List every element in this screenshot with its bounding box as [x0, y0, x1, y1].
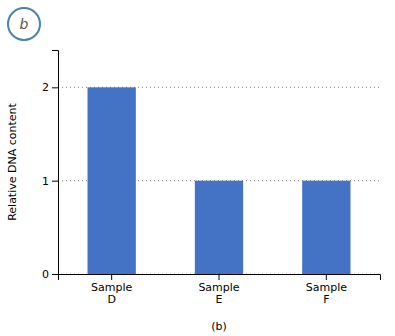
x-tick-mark — [111, 274, 112, 280]
y-tick-mark — [52, 274, 58, 275]
x-tick-label-line: D — [107, 293, 115, 306]
x-tick-label: SampleE — [198, 281, 239, 307]
bars — [88, 87, 351, 274]
x-axis-title: (b) — [211, 320, 227, 333]
y-tick: 1 — [42, 175, 58, 188]
annotation-text: b — [20, 16, 29, 32]
x-tick-label: SampleF — [306, 281, 347, 307]
x-tick-label-line: F — [323, 293, 329, 306]
bar — [302, 181, 350, 274]
bar — [88, 87, 136, 274]
plot-area: 012SampleDSampleESampleF — [42, 51, 381, 307]
x-axis-line — [59, 275, 381, 281]
annotation: b — [8, 8, 40, 40]
x-tick: SampleD — [91, 274, 132, 306]
y-tick: 2 — [42, 81, 58, 94]
x-tick: SampleF — [306, 274, 347, 306]
bar — [195, 181, 243, 274]
x-tick-mark — [326, 274, 327, 280]
y-tick: 0 — [42, 268, 58, 281]
x-tick-label-line: Sample — [91, 281, 132, 294]
x-tick-mark — [219, 274, 220, 280]
x-tick-label-line: E — [216, 293, 223, 306]
y-tick-label: 1 — [42, 175, 49, 188]
y-axis-line — [52, 51, 59, 275]
annotation-circle — [8, 8, 40, 40]
x-tick-label: SampleD — [91, 281, 132, 307]
y-tick-mark — [52, 181, 58, 182]
x-axis: SampleDSampleESampleF — [59, 274, 381, 306]
y-tick-label: 0 — [42, 268, 49, 281]
x-tick: SampleE — [198, 274, 239, 306]
x-tick-label-line: Sample — [198, 281, 239, 294]
y-tick-label: 2 — [42, 81, 49, 94]
chart: 012SampleDSampleESampleFRelative DNA con… — [0, 0, 395, 336]
grid — [58, 87, 380, 274]
y-axis-title: Relative DNA content — [6, 102, 19, 220]
y-tick-mark — [52, 87, 58, 88]
y-axis: 0 1 2 — [42, 51, 59, 282]
x-tick-label-line: Sample — [306, 281, 347, 294]
